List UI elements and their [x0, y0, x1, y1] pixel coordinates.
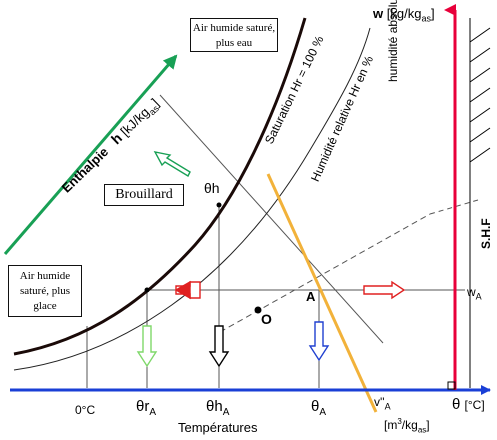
arrow-right-red — [363, 280, 406, 300]
saturation-curve — [13, 17, 307, 356]
enthalpy-through-A — [159, 94, 384, 344]
humidite-absolue-label: humidité absolue — [386, 0, 400, 82]
theta-rA-label: θrA — [136, 398, 157, 418]
w-axis-label: w [kg/kgas] — [373, 6, 435, 24]
arrow-down-blue — [308, 321, 330, 362]
shf-line — [219, 213, 431, 333]
specific-volume-line — [266, 173, 378, 413]
brouillard-box: Brouillard — [104, 184, 184, 206]
wA-label: wA — [467, 285, 482, 302]
point-O-label: O — [261, 311, 272, 327]
zero-c-label: 0°C — [75, 403, 96, 417]
point-dew-dot — [144, 287, 150, 293]
theta-hA-label: θhA — [206, 398, 230, 418]
vA-label: v''A — [374, 395, 391, 412]
relative-humidity-curve — [13, 27, 371, 371]
point-theta-h-dot — [216, 202, 222, 208]
air-sature-eau-box: Air humide saturé, plus eau — [190, 18, 278, 52]
right-angle-mark — [447, 381, 456, 390]
arrow-down-black — [208, 325, 230, 368]
theta-h-point-label: θh — [204, 180, 220, 196]
volume-unit-label: [m3/kgas] — [384, 417, 430, 435]
air-sature-glace-box: Air humide saturé, plus glace — [8, 265, 82, 317]
theta-A-label: θA — [311, 398, 327, 418]
temperatures-label: Températures — [178, 420, 258, 435]
arrow-left-red-head — [174, 280, 191, 300]
point-o-dot — [254, 306, 262, 314]
shf-label: S.H.F — [479, 218, 493, 249]
point-A-label: A — [306, 289, 316, 304]
hatch-wall — [469, 18, 491, 388]
arrow-down-green — [136, 325, 158, 368]
arrow-enthalpy-green — [153, 151, 191, 177]
theta-axis-label: θ [°C] — [452, 396, 485, 413]
enthalpy-axis — [3, 54, 178, 255]
